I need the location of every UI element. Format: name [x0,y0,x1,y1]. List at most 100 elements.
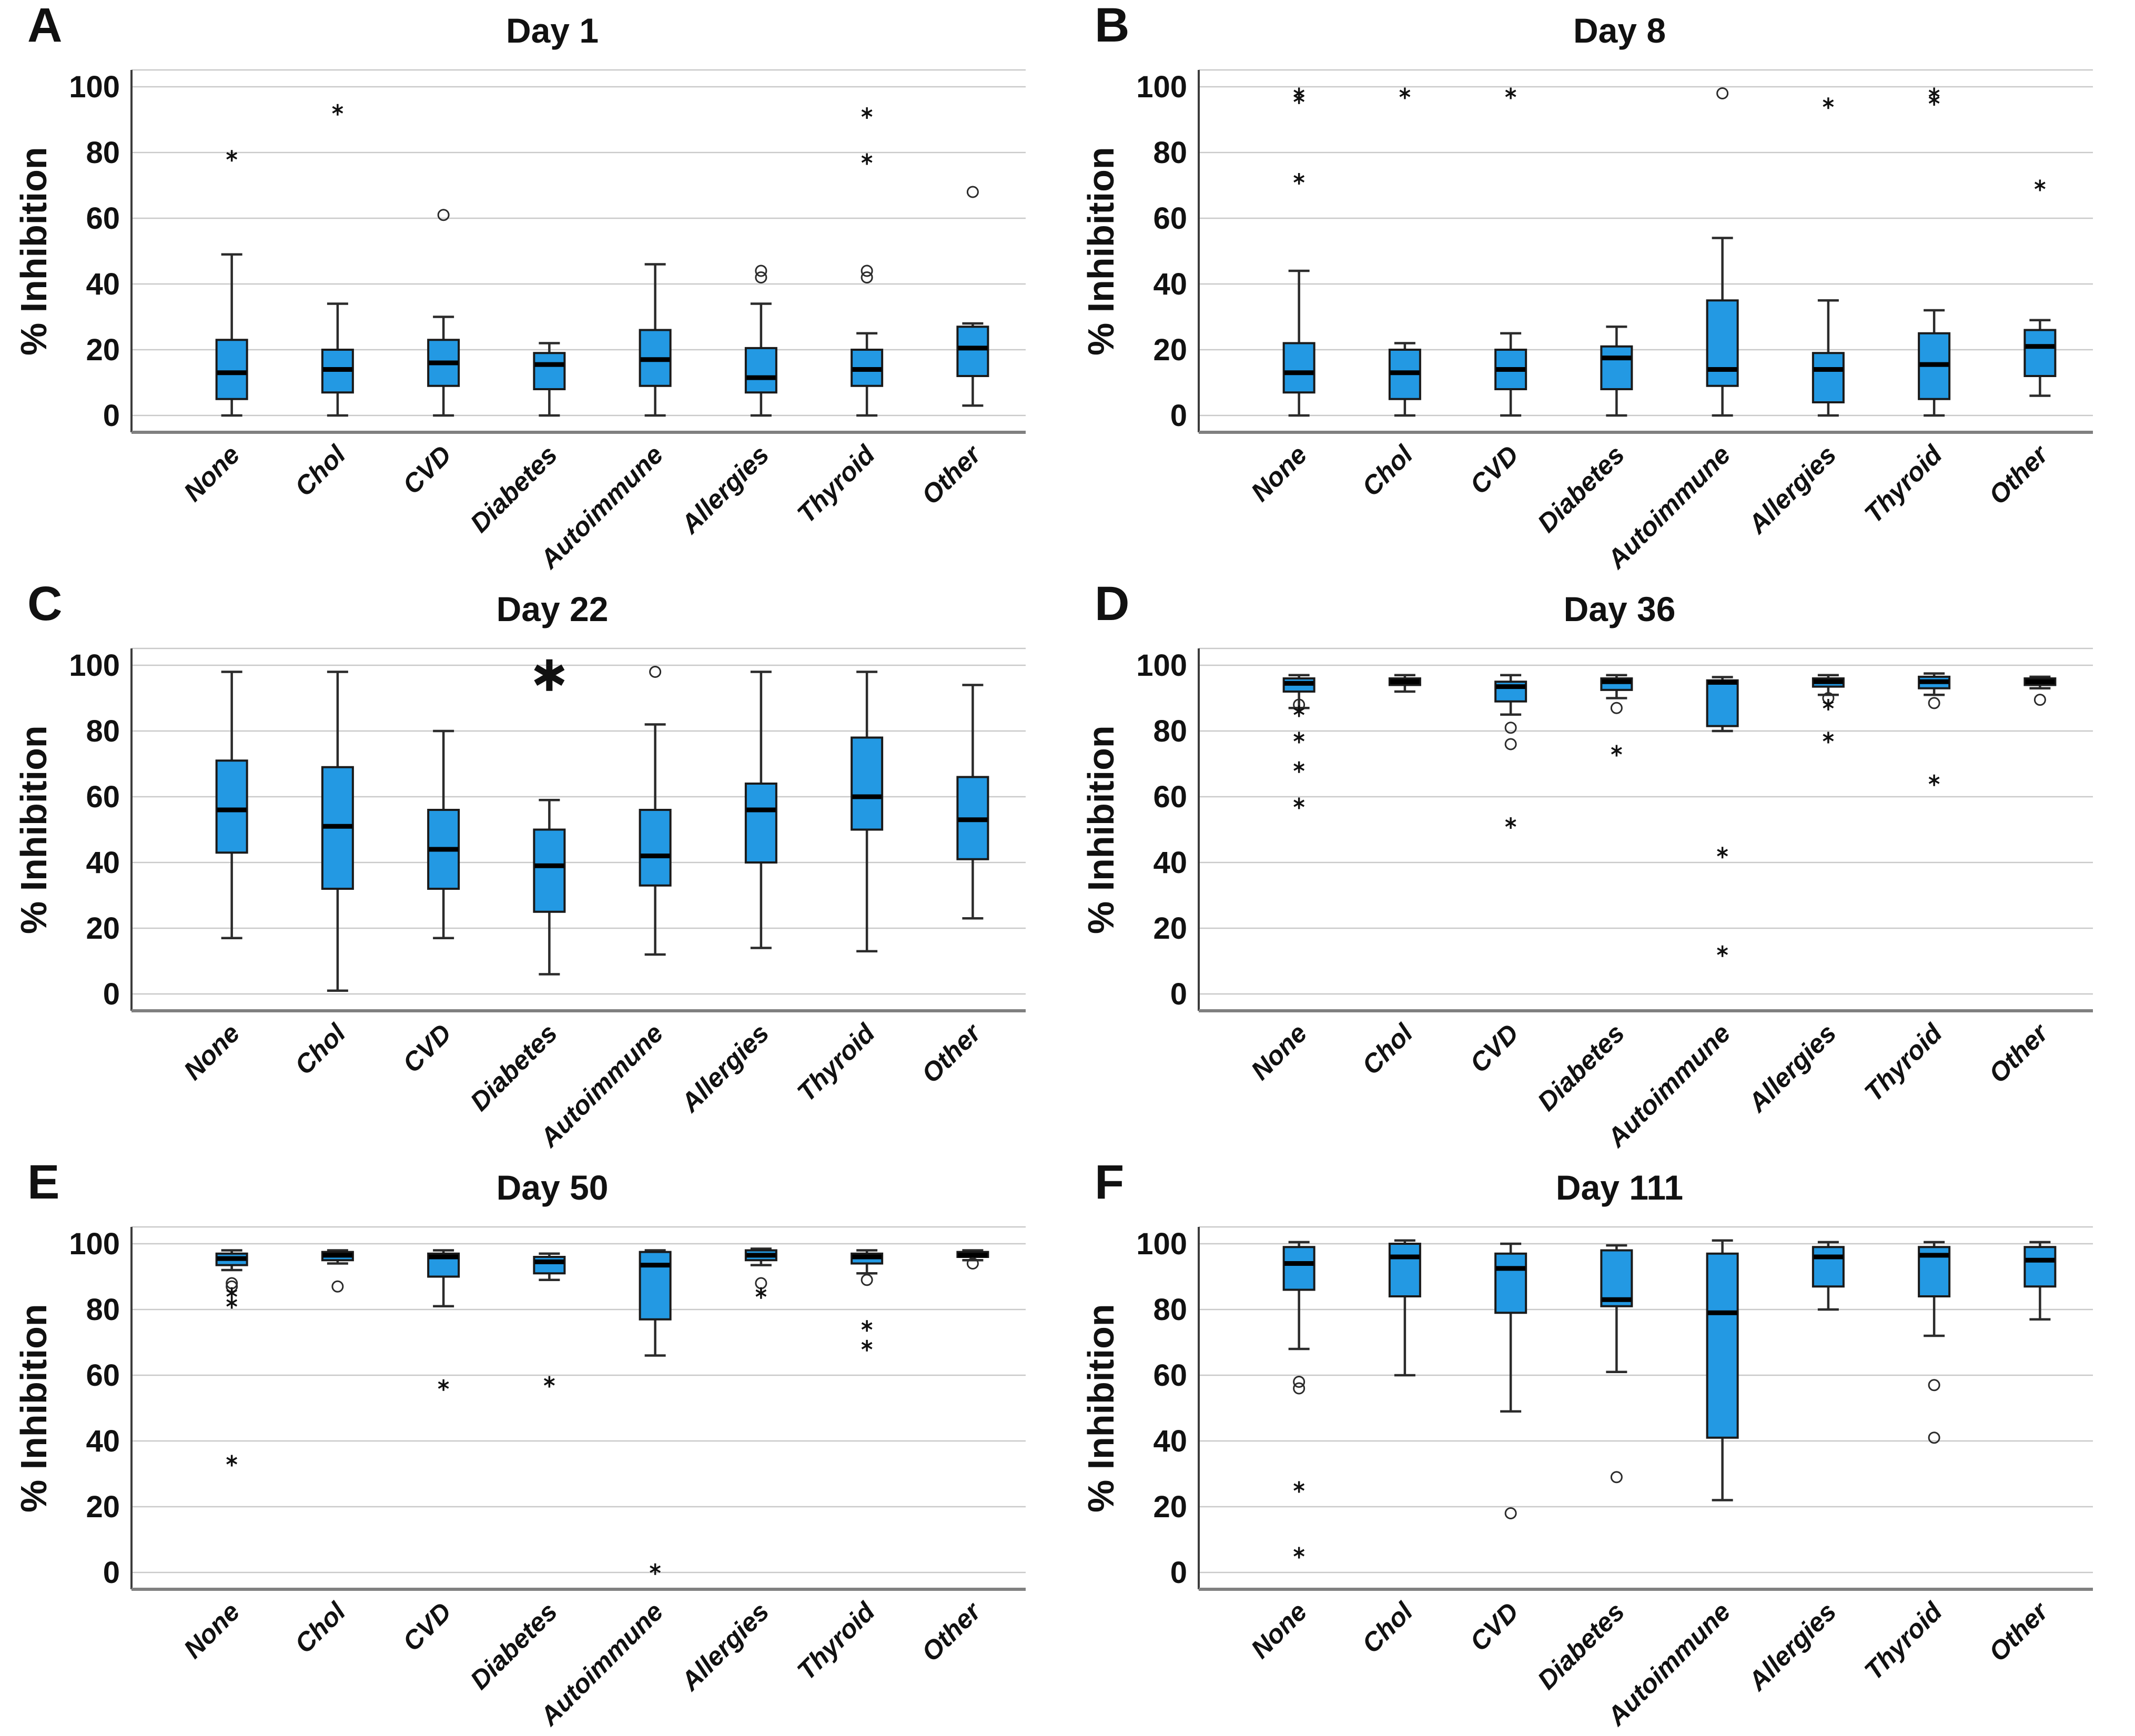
outlier-star-icon [1293,797,1305,809]
y-tick-label: 100 [1136,648,1187,683]
star-ray [1293,1483,1305,1491]
x-tick-label: None [1245,1018,1312,1085]
box-iqr [533,352,566,390]
box-group-diabetes [1600,1244,1633,1484]
box-iqr [1388,1243,1421,1297]
outlier-star-icon [1717,945,1728,957]
box-group-other [2023,179,2057,397]
box-group-autoimmune [639,1249,672,1575]
box-group-thyroid [851,671,884,952]
star-ray [1611,747,1622,755]
box-group-diabetes [1600,326,1633,417]
outlier-star-icon [226,150,238,162]
star-ray [332,106,343,114]
star-ray [534,664,565,686]
y-tick-label: 40 [1153,1424,1187,1458]
box-group-allergies [744,265,777,417]
y-tick-label: 0 [103,399,120,433]
x-tick-label: Allergies [1742,1597,1841,1697]
box-group-none [1282,674,1316,809]
panel-day-1: A Day 1 % Inhibition 0 20 40 60 80 100 None Cho… [0,0,1067,578]
box-group-chol [1388,87,1421,417]
star-ray [1823,734,1834,742]
x-tick-label: Other [916,1017,987,1089]
outlier-star-icon [1293,705,1305,717]
x-tick-label: CVD [1464,1597,1524,1657]
x-tick-label: Diabetes [464,440,563,538]
x-tick-label: Chol [1357,439,1419,502]
x-tick-label: Diabetes [1532,1018,1630,1116]
box-iqr [533,1256,566,1275]
x-tick-label: Other [1983,1017,2055,1089]
y-tick-label: 80 [1153,136,1187,170]
panel-title: Day 111 [1555,1168,1684,1207]
significance-asterisk-icon [534,659,565,691]
outlier-circle-icon [1504,1507,1517,1519]
outlier-circle-icon [1928,697,1940,709]
y-tick-label: 60 [86,1358,120,1393]
x-tick-label: Thyroid [1859,1596,1948,1686]
x-tick-label: Allergies [1742,1018,1841,1118]
box-iqr [2023,329,2057,377]
y-tick-label: 20 [1153,1490,1187,1524]
box-group-none [215,1249,248,1467]
outlier-star-icon [1293,732,1305,744]
outlier-star-icon [1717,847,1728,859]
box-group-chol [321,1249,354,1293]
x-tick-label: None [1245,440,1312,507]
box-group-cvd [427,209,460,417]
outlier-circle-icon [966,186,979,198]
outlier-star-icon [1293,1481,1305,1493]
x-tick-label: Thyroid [1859,439,1948,529]
panel-day-111: F Day 111 % Inhibition 0 20 40 60 80 100 None C… [1067,1157,2135,1736]
box-group-diabetes [1600,674,1633,757]
box-iqr [1600,1249,1633,1307]
outlier-star-icon [861,1320,873,1332]
box-group-other [956,684,989,920]
star-ray [1293,94,1305,102]
y-tick-label: 0 [103,1556,120,1590]
y-tick-label: 100 [1136,70,1187,104]
outlier-star-icon [1928,94,1940,106]
outlier-star-icon [543,1376,555,1388]
star-ray [1928,96,1940,104]
panel-title: Day 1 [505,11,599,50]
panel-letter: D [1095,578,1130,631]
box-iqr [1282,342,1316,394]
box-group-diabetes [533,342,566,417]
box-iqr [533,828,566,913]
box-iqr [1706,299,1739,387]
star-ray [1928,89,1940,97]
y-tick-label: 100 [1136,1227,1187,1261]
y-tick-label: 100 [69,70,120,104]
y-tick-label: 20 [86,333,120,367]
box-group-other [956,186,989,407]
star-ray [1823,99,1834,107]
box-group-cvd [1494,1242,1527,1519]
y-tick-label: 80 [1153,714,1187,748]
x-tick-label: CVD [397,1597,457,1657]
star-ray [1823,701,1834,709]
x-tick-label: Thyroid [792,1596,881,1686]
y-tick-label: 40 [86,267,120,301]
outlier-star-icon [1399,87,1411,99]
outlier-star-icon [1293,173,1305,185]
outlier-circle-icon [861,1274,873,1286]
x-tick-label: Other [916,1596,987,1667]
star-ray [543,1378,555,1386]
y-tick-label: 60 [1153,1358,1187,1393]
y-tick-label: 0 [103,977,120,1011]
box-iqr [851,736,884,831]
x-tick-label: Chol [289,439,352,502]
panel-letter: B [1095,0,1130,52]
box-iqr [744,783,777,864]
y-tick-label: 80 [86,1293,120,1327]
star-ray [226,152,238,160]
x-tick-label: Other [1983,1596,2055,1667]
box-iqr [1494,1252,1527,1314]
outlier-star-icon [861,153,873,165]
star-ray [1717,947,1728,955]
box-group-chol [321,104,354,417]
